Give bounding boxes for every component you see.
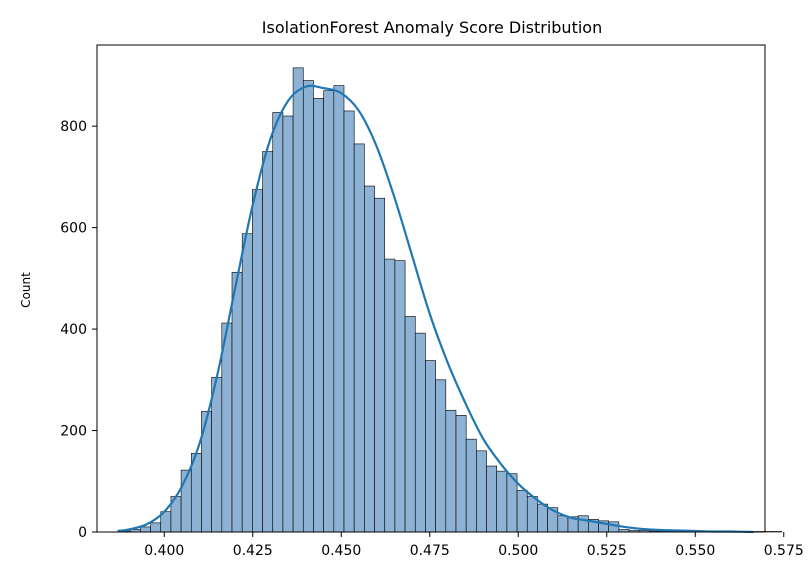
histogram-bar	[353, 143, 365, 533]
histogram-bar	[302, 80, 314, 533]
histogram-bar	[496, 470, 508, 533]
histogram-bar	[241, 233, 253, 533]
x-tick-label: 0.525	[587, 543, 627, 559]
histogram-bar	[404, 316, 416, 533]
x-tick-label: 0.500	[498, 543, 538, 559]
x-tick-label: 0.425	[233, 543, 273, 559]
histogram-bar	[394, 260, 406, 533]
histogram-bar	[414, 332, 426, 533]
histogram-bar	[374, 197, 386, 533]
histogram-bar	[577, 515, 589, 533]
histogram-bar	[323, 90, 335, 533]
histogram-bar	[262, 151, 274, 533]
histogram-bar	[252, 189, 263, 533]
y-tick-label: 0	[78, 525, 87, 541]
x-axis: 0.400 0.425 0.450 0.475 0.500 0.525 0.550 0.575	[144, 532, 804, 559]
y-axis: 0 200 400 600 800	[60, 119, 97, 541]
histogram-bar	[537, 503, 548, 533]
y-tick-label: 800	[60, 119, 87, 135]
histogram-bar	[221, 322, 233, 533]
histogram-bar	[425, 360, 436, 533]
histogram-bar	[465, 438, 477, 533]
y-axis-label: Count	[19, 272, 33, 308]
x-tick-label: 0.475	[410, 543, 450, 559]
histogram-bar	[557, 515, 569, 533]
histogram-bar	[476, 450, 487, 533]
histogram-bar	[435, 379, 447, 533]
histogram-bar	[343, 110, 355, 533]
histogram-bar	[333, 85, 345, 533]
histogram-bar	[313, 97, 324, 533]
x-tick-label: 0.575	[764, 543, 804, 559]
x-tick-label: 0.400	[144, 543, 184, 559]
histogram-bar	[211, 376, 223, 533]
histogram-bar	[771, 531, 783, 533]
histogram-bar	[608, 521, 620, 533]
y-tick-label: 200	[60, 424, 87, 440]
plot-frame	[96, 44, 766, 533]
histogram-bar	[231, 271, 243, 533]
histogram-bar	[150, 522, 162, 533]
y-tick-label: 400	[60, 322, 87, 338]
histogram-bar	[384, 258, 396, 533]
histogram-bar	[140, 526, 151, 533]
kde-curve	[117, 84, 754, 534]
histogram-bar	[445, 409, 457, 533]
histogram-bar	[282, 115, 294, 533]
x-tick-label: 0.550	[675, 543, 715, 559]
y-tick-label: 600	[60, 221, 87, 237]
histogram-bar	[292, 67, 304, 533]
histogram-bar	[526, 496, 538, 533]
histogram-bar	[486, 465, 498, 533]
x-tick-label: 0.450	[321, 543, 361, 559]
histogram-bar	[516, 490, 528, 533]
histogram-bar	[364, 185, 375, 533]
histogram-bar	[455, 415, 467, 533]
chart-title: IsolationForest Anomaly Score Distributi…	[262, 18, 602, 37]
histogram-bar	[272, 112, 284, 533]
